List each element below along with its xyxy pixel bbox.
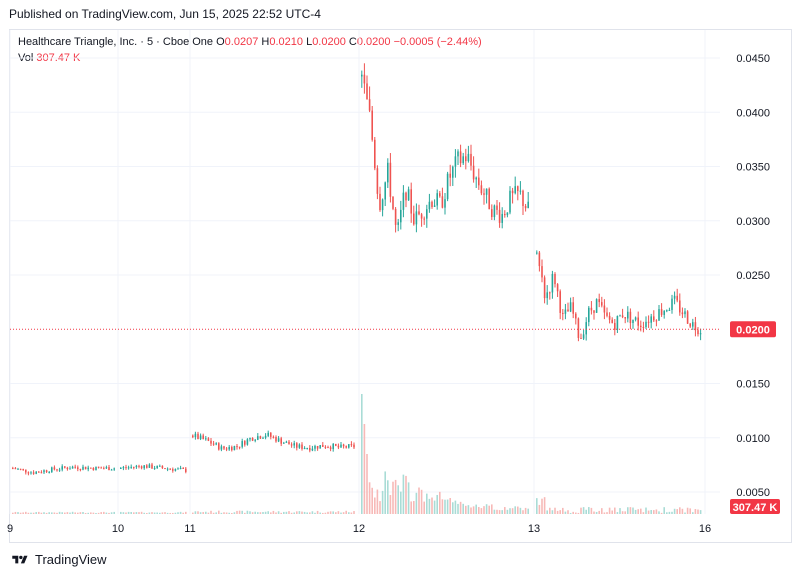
- open-label: O: [216, 36, 225, 48]
- ohlc-legend: Healthcare Triangle, Inc. · 5 · Cboe One…: [18, 36, 482, 48]
- volume-value: 307.47 K: [36, 52, 81, 64]
- published-caption: Published on TradingView.com, Jun 15, 20…: [9, 7, 321, 21]
- change-value: −0.0005 (−2.44%): [393, 36, 482, 48]
- high-value: 0.0210: [269, 36, 303, 48]
- low-label: L: [306, 36, 313, 48]
- high-label: H: [261, 36, 270, 48]
- tradingview-logo-icon: [12, 555, 28, 563]
- volume-legend: Vol 307.47 K: [18, 52, 80, 64]
- chart-frame: [9, 29, 792, 543]
- low-value: 0.0200: [312, 36, 346, 48]
- open-value: 0.0207: [224, 36, 259, 48]
- close-label: C: [348, 36, 357, 48]
- footer-brand[interactable]: TradingView: [10, 552, 107, 567]
- close-value: 0.0200: [356, 36, 391, 48]
- footer-brand-label: TradingView: [35, 552, 107, 567]
- volume-label[interactable]: Vol: [18, 52, 34, 64]
- symbol-title[interactable]: Healthcare Triangle, Inc. · 5 · Cboe One: [18, 36, 214, 48]
